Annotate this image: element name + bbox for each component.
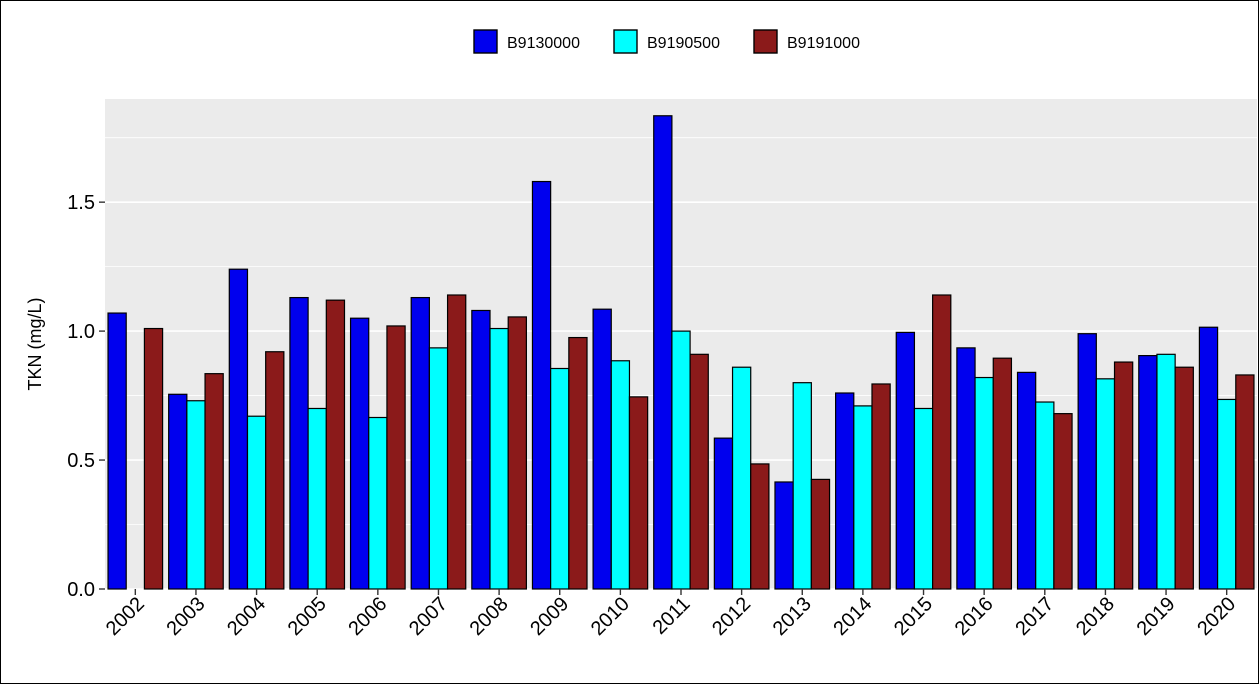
- bar-B9191000-2005: [325, 299, 346, 590]
- bar-B9190500-2010: [610, 360, 631, 590]
- bar-B9190500-2004: [246, 415, 267, 590]
- x-tick-label: 2002: [102, 593, 149, 640]
- bar-B9130000-2012: [713, 437, 734, 590]
- bar-B9190500-2003: [186, 400, 206, 590]
- x-tick-label: 2016: [951, 593, 998, 640]
- bar-B9191000-2006: [386, 325, 406, 590]
- bar-B9130000-2005: [289, 296, 309, 590]
- bar-B9191000-2007: [446, 294, 467, 590]
- x-tick-label: 2017: [1011, 593, 1058, 640]
- x-tick-label: 2019: [1133, 593, 1180, 640]
- x-tick-label: 2004: [223, 593, 270, 640]
- bar-B9130000-2007: [410, 296, 430, 590]
- bar-B9130000-2011: [653, 115, 673, 590]
- y-axis: 0.0 0.5 1.0 1.5: [67, 192, 105, 601]
- x-tick-label: 2010: [587, 593, 634, 640]
- x-tick-label: 2009: [526, 593, 573, 640]
- bar-B9191000-2011: [689, 353, 709, 590]
- bar-B9190500-2007: [428, 347, 449, 590]
- y-tick-label: 0.5: [67, 450, 95, 472]
- y-tick-label: 1.0: [67, 321, 95, 343]
- bar-B9130000-2004: [228, 268, 249, 590]
- bar-B9190500-2014: [853, 405, 873, 590]
- bar-B9191000-2015: [932, 294, 952, 590]
- legend-label-B9130000: B9130000: [507, 35, 580, 52]
- x-tick-label: 2018: [1072, 593, 1119, 640]
- bar-B9130000-2006: [349, 317, 370, 590]
- bars: [107, 115, 1255, 590]
- y-axis-label: TKN (mg/L): [25, 297, 45, 390]
- bar-B9190500-2006: [368, 416, 388, 590]
- bar-B9130000-2020: [1198, 326, 1219, 590]
- x-tick-label: 2008: [466, 593, 513, 640]
- bar-B9191000-2018: [1113, 361, 1134, 590]
- bar-B9191000-2012: [750, 463, 770, 590]
- bar-B9190500-2013: [792, 382, 812, 590]
- bar-B9190500-2005: [307, 407, 327, 590]
- x-tick-label: 2012: [708, 593, 755, 640]
- x-tick-label: 2014: [829, 593, 876, 640]
- x-tick-label: 2003: [162, 593, 209, 640]
- x-tick-label: 2013: [769, 593, 816, 640]
- bar-B9191000-2019: [1174, 366, 1194, 590]
- bar-B9190500-2017: [1035, 401, 1055, 590]
- bar-B9130000-2003: [168, 393, 188, 590]
- bar-B9190500-2011: [671, 330, 691, 590]
- x-tick-label: 2015: [890, 593, 937, 640]
- x-tick-label: 2006: [344, 593, 391, 640]
- bar-B9130000-2002: [107, 312, 127, 590]
- bar-B9130000-2016: [956, 347, 976, 590]
- bar-B9190500-2019: [1156, 353, 1176, 590]
- x-axis: 2002 2003 2004 2005 2006 2007 2008 2009 2010 2011…: [102, 589, 1240, 640]
- legend-label-B9190500: B9190500: [647, 35, 720, 52]
- bar-B9190500-2015: [913, 407, 934, 590]
- y-tick-label: 0.0: [67, 579, 95, 601]
- bar-B9130000-2009: [531, 180, 552, 590]
- bar-B9130000-2019: [1138, 355, 1158, 590]
- bar-B9190500-2020: [1216, 398, 1237, 590]
- bar-B9190500-2009: [550, 367, 570, 590]
- legend-swatch-B9191000: [753, 29, 778, 54]
- bar-B9191000-2016: [992, 357, 1013, 590]
- bar-B9191000-2014: [871, 383, 891, 590]
- x-tick-label: 2007: [405, 593, 452, 640]
- bar-B9191000-2008: [507, 316, 527, 590]
- bar-B9191000-2010: [628, 396, 649, 590]
- bar-B9130000-2014: [835, 392, 855, 590]
- bar-B9190500-2008: [489, 327, 509, 590]
- bar-B9130000-2010: [592, 308, 612, 590]
- bar-B9190500-2016: [974, 376, 994, 590]
- bar-B9190500-2012: [731, 366, 752, 590]
- bar-B9191000-2020: [1235, 374, 1255, 590]
- bar-B9130000-2008: [471, 309, 491, 590]
- bar-B9191000-2002: [143, 327, 164, 590]
- x-tick-label: 2005: [284, 593, 331, 640]
- legend: B9130000 B9190500 B9191000: [473, 29, 860, 54]
- bar-B9191000-2004: [265, 351, 285, 590]
- bar-B9130000-2018: [1077, 333, 1097, 590]
- bar-B9191000-2003: [204, 373, 224, 590]
- legend-swatch-B9190500: [613, 29, 638, 54]
- x-tick-label: 2011: [649, 593, 695, 639]
- legend-label-B9191000: B9191000: [787, 35, 860, 52]
- bar-B9130000-2013: [774, 481, 794, 590]
- bar-B9190500-2018: [1095, 378, 1116, 590]
- bar-B9191000-2017: [1053, 413, 1073, 590]
- y-tick-label: 1.5: [67, 192, 95, 214]
- x-tick-label: 2020: [1193, 593, 1240, 640]
- legend-swatch-B9130000: [473, 29, 498, 54]
- bar-B9130000-2015: [895, 331, 916, 590]
- bar-B9191000-2013: [810, 478, 831, 590]
- bar-B9191000-2009: [568, 336, 588, 590]
- bar-B9130000-2017: [1016, 371, 1037, 590]
